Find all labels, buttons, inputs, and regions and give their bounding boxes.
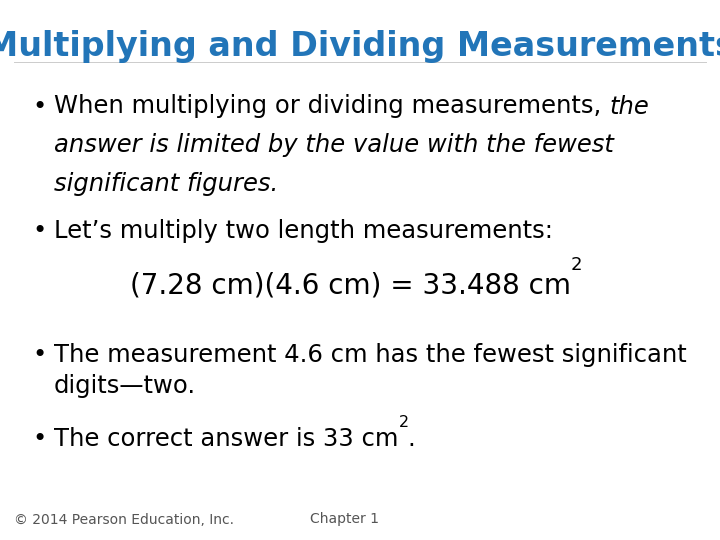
Text: Let’s multiply two length measurements:: Let’s multiply two length measurements:	[54, 219, 553, 242]
Text: Multiplying and Dividing Measurements: Multiplying and Dividing Measurements	[0, 30, 720, 63]
Text: •: •	[32, 427, 47, 450]
Text: answer is limited by the value with the fewest: answer is limited by the value with the …	[54, 133, 614, 157]
Text: the: the	[609, 94, 649, 118]
Text: (7.28 cm)(4.6 cm) = 33.488 cm: (7.28 cm)(4.6 cm) = 33.488 cm	[130, 272, 571, 300]
Text: •: •	[32, 219, 47, 242]
Text: significant figures.: significant figures.	[54, 172, 278, 196]
Text: © 2014 Pearson Education, Inc.: © 2014 Pearson Education, Inc.	[14, 512, 235, 526]
Text: 2: 2	[571, 256, 582, 274]
Text: The correct answer is 33 cm: The correct answer is 33 cm	[54, 427, 398, 450]
Text: The measurement 4.6 cm has the fewest significant
digits—two.: The measurement 4.6 cm has the fewest si…	[54, 343, 687, 399]
Text: 2: 2	[398, 415, 408, 430]
Text: Chapter 1: Chapter 1	[310, 512, 379, 526]
Text: .: .	[407, 427, 415, 450]
Text: •: •	[32, 343, 47, 367]
Text: •: •	[32, 94, 47, 118]
Text: When multiplying or dividing measurements,: When multiplying or dividing measurement…	[54, 94, 609, 118]
